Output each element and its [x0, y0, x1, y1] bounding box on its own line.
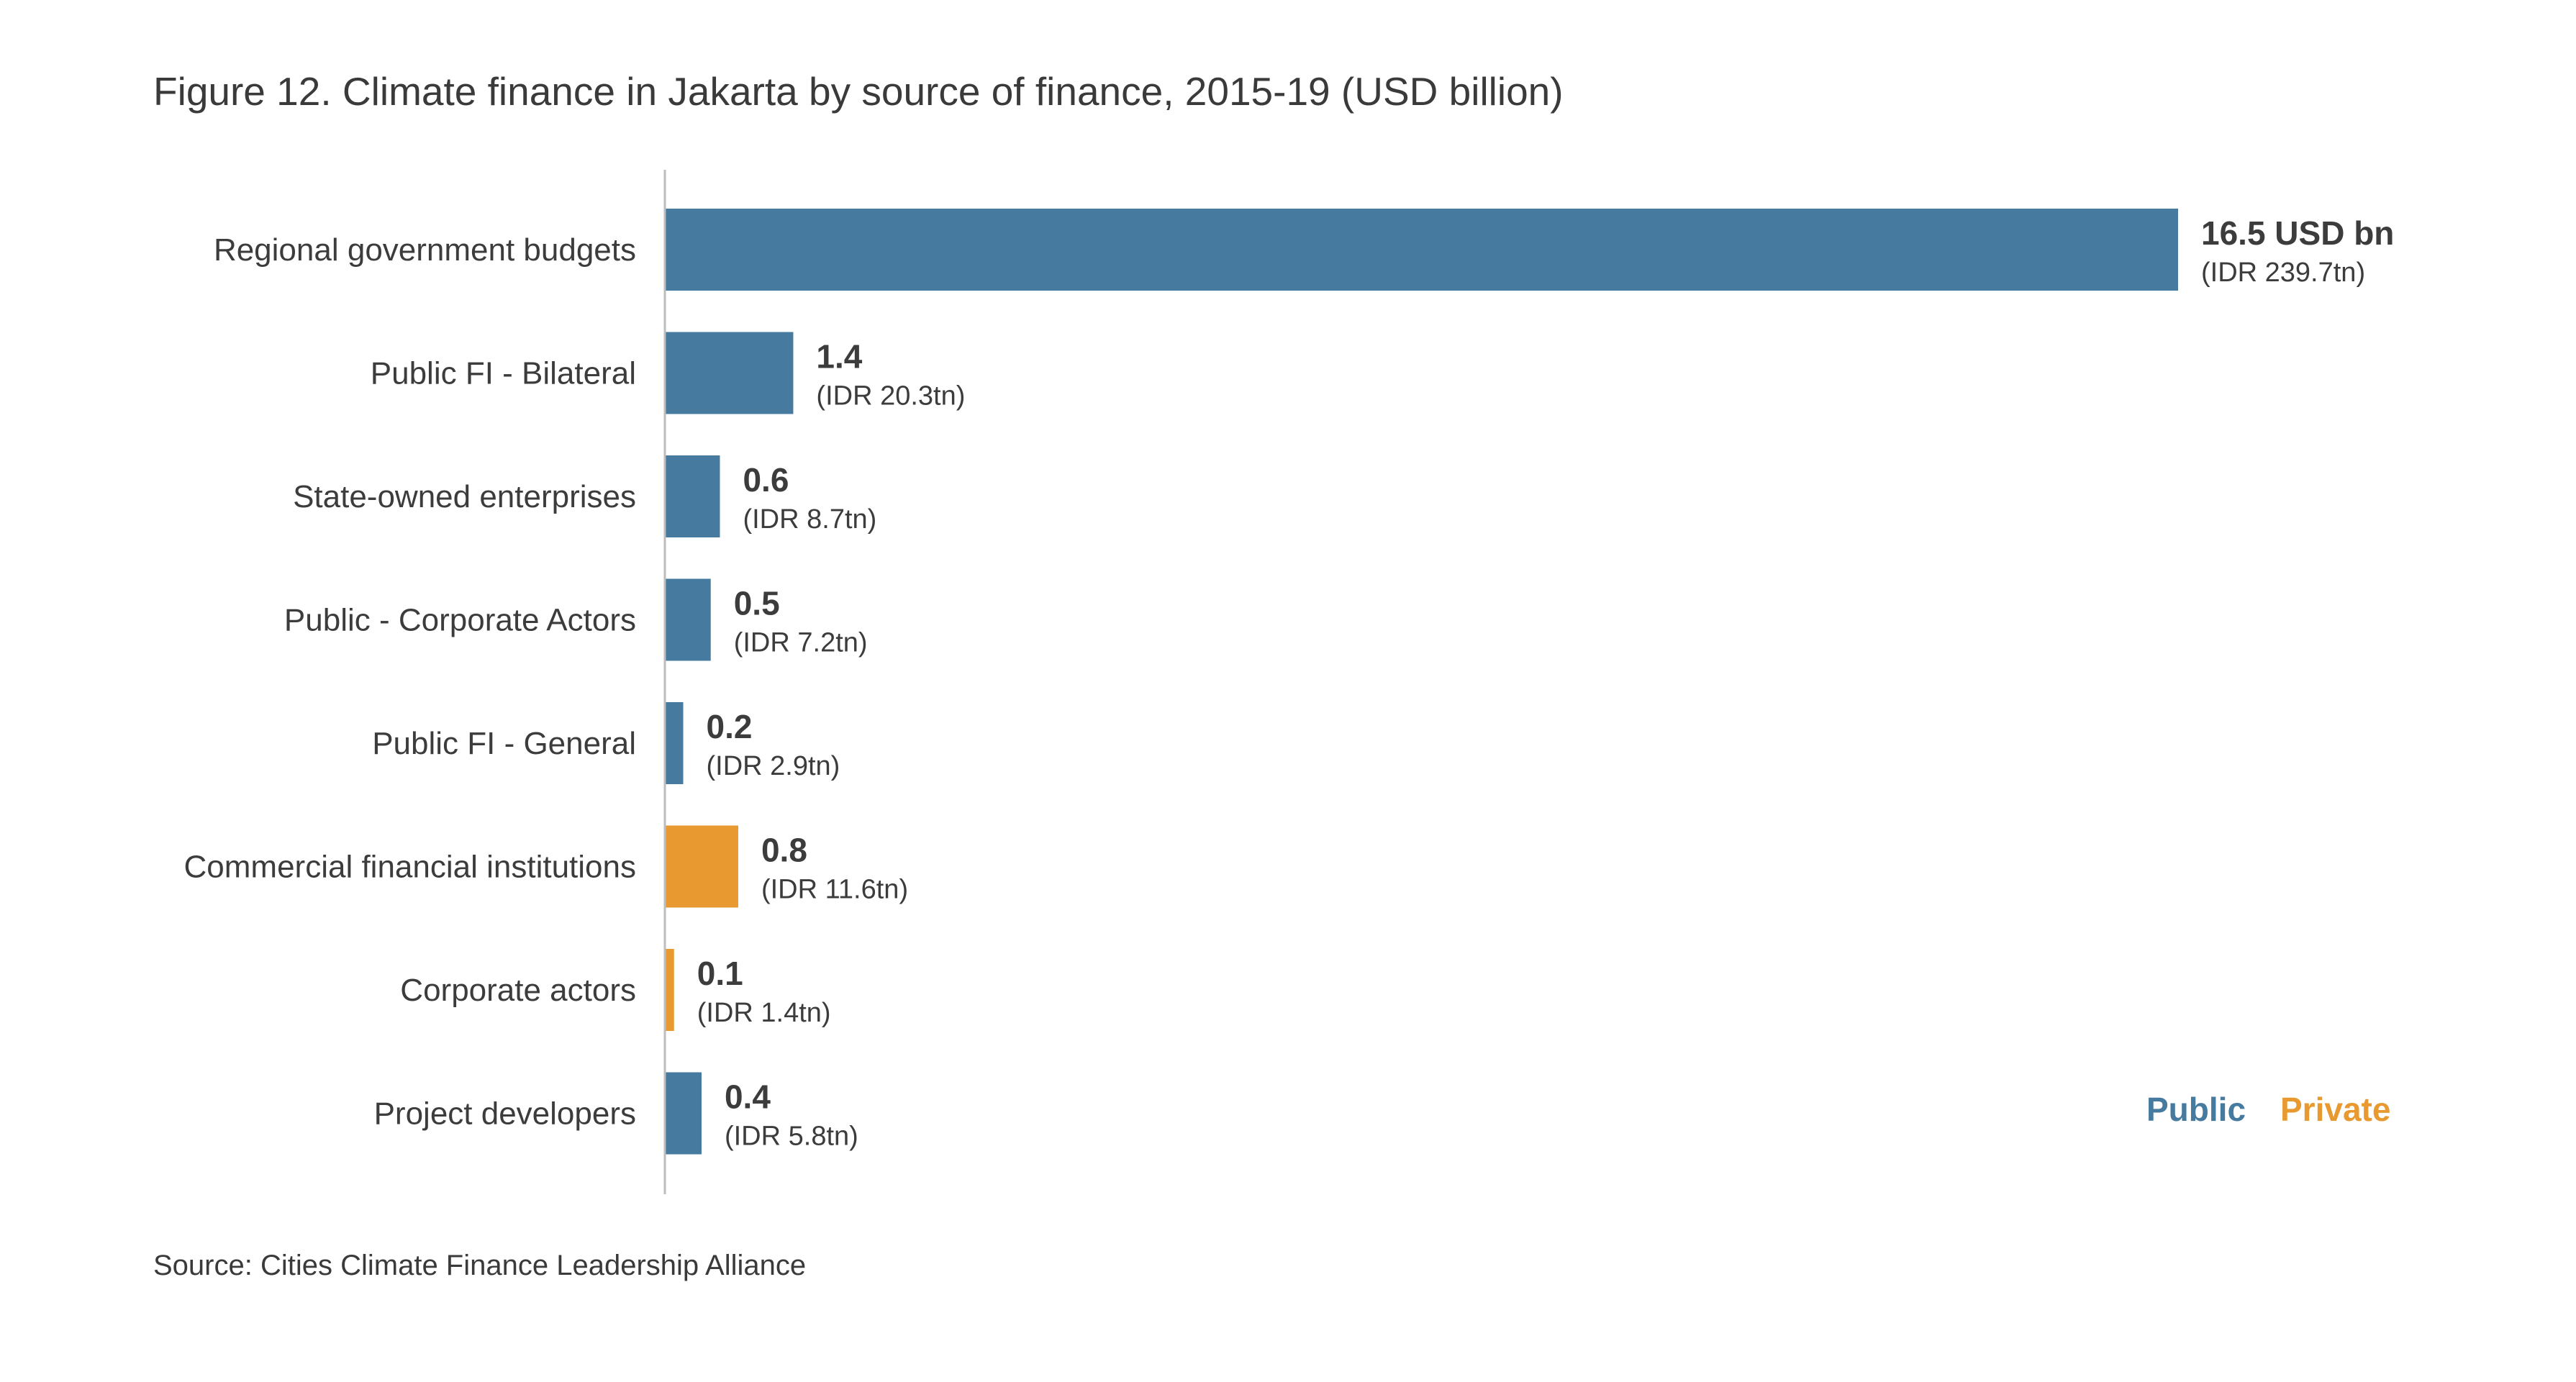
idr-label-7: (IDR 5.8tn) — [725, 1122, 858, 1152]
bar-3 — [665, 578, 711, 661]
idr-label-4: (IDR 2.9tn) — [706, 751, 840, 781]
idr-label-6: (IDR 1.4tn) — [697, 998, 831, 1028]
bars-layer — [665, 209, 2178, 1155]
bar-4 — [665, 702, 684, 784]
idr-label-0: (IDR 239.7tn) — [2201, 258, 2365, 288]
chart-title: Figure 12. Climate finance in Jakarta by… — [153, 69, 1564, 114]
bar-2 — [665, 455, 720, 537]
category-label-7: Project developers — [374, 1096, 636, 1132]
legend-item-public: Public — [2146, 1091, 2246, 1128]
category-label-5: Commercial financial institutions — [184, 850, 636, 885]
bar-0 — [665, 209, 2178, 291]
bar-1 — [665, 332, 794, 414]
value-label-0: 16.5 USD bn — [2201, 214, 2394, 252]
idr-label-3: (IDR 7.2tn) — [734, 628, 868, 658]
legend: Public Private — [2146, 1091, 2390, 1128]
legend-item-private: Private — [2280, 1091, 2390, 1128]
value-label-1: 1.4 — [816, 338, 862, 376]
value-label-5: 0.8 — [761, 832, 807, 869]
value-label-3: 0.5 — [734, 585, 780, 622]
value-label-7: 0.4 — [725, 1078, 771, 1116]
value-label-2: 0.6 — [743, 461, 789, 499]
category-label-1: Public FI - Bilateral — [371, 356, 636, 391]
bar-6 — [665, 949, 674, 1031]
bar-7 — [665, 1072, 702, 1155]
idr-label-5: (IDR 11.6tn) — [761, 875, 908, 905]
category-label-0: Regional government budgets — [214, 232, 636, 268]
source-note: Source: Cities Climate Finance Leadershi… — [153, 1250, 807, 1281]
category-label-3: Public - Corporate Actors — [284, 603, 636, 638]
bar-5 — [665, 825, 738, 908]
category-label-2: State-owned enterprises — [293, 479, 636, 514]
idr-label-1: (IDR 20.3tn) — [816, 381, 965, 412]
category-label-6: Corporate actors — [400, 973, 636, 1008]
category-label-4: Public FI - General — [372, 726, 636, 761]
value-label-4: 0.2 — [706, 708, 752, 745]
value-label-6: 0.1 — [697, 955, 743, 992]
labels-layer: Regional government budgets 16.5 USD bn (I… — [184, 214, 2395, 1152]
idr-label-2: (IDR 8.7tn) — [743, 504, 876, 535]
